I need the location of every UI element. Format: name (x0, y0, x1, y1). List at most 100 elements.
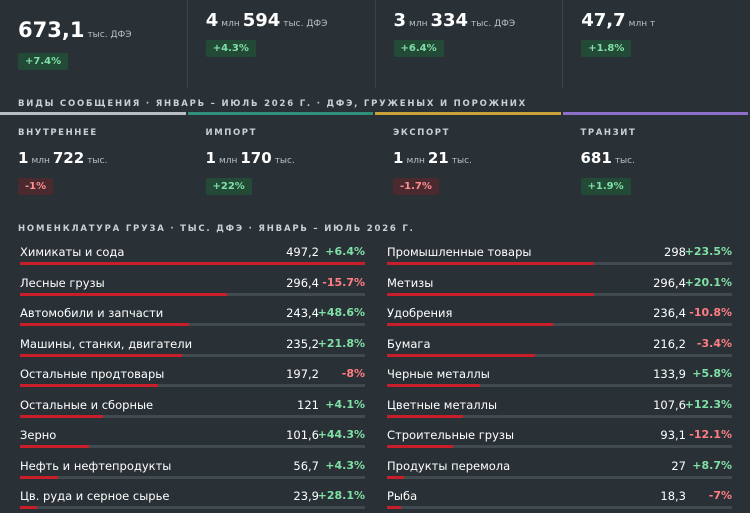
cargo-bar-fill (387, 476, 404, 479)
mode-accent-bar (375, 112, 561, 115)
cargo-change: +21.8% (318, 337, 365, 350)
cargo-bar-track (20, 293, 365, 296)
cargo-bar-track (20, 323, 365, 326)
cargo-name: Продукты перемола (387, 459, 510, 473)
kpi-number: 4 (206, 10, 219, 31)
cargo-bar-fill (20, 445, 89, 448)
cargo-name: Цв. руда и серное сырье (20, 489, 169, 503)
cargo-value: 93,1 (660, 428, 686, 442)
cargo-change: +23.5% (685, 245, 732, 258)
kpi-number-secondary: 594 (243, 10, 281, 31)
cargo-bar-track (20, 262, 365, 265)
cargo-bar-fill (387, 415, 463, 418)
cargo-change: -8% (342, 367, 365, 380)
cargo-bar-track (20, 506, 365, 509)
mode-number-secondary: 170 (240, 149, 271, 167)
cargo-bar-track (387, 323, 732, 326)
cargo-value: 497,2 (286, 245, 319, 259)
mode-unit: млн (406, 156, 424, 166)
mode-unit-secondary: тыс. (87, 156, 107, 166)
cargo-row: Нефть и нефтепродукты 56,7 +4.3% (20, 452, 365, 483)
cargo-bar-track (20, 384, 365, 387)
mode-number: 1 (393, 149, 403, 167)
mode-number-secondary: 21 (428, 149, 449, 167)
cargo-bar-track (20, 445, 365, 448)
cargo-change: +8.7% (692, 459, 732, 472)
cargo-name: Машины, станки, двигатели (20, 337, 192, 351)
mode-change-badge: -1.7% (393, 178, 439, 195)
kpi-unit: млн (221, 19, 239, 29)
kpi-change-badge: +4.3% (206, 40, 256, 57)
cargo-name: Лесные грузы (20, 276, 105, 290)
cargo-name: Бумага (387, 337, 431, 351)
cargo-value: 298 (664, 245, 686, 259)
cargo-change: +4.3% (325, 459, 365, 472)
cargo-value: 235,2 (286, 337, 319, 351)
cargo-value: 216,2 (653, 337, 686, 351)
cargo-name: Цветные металлы (387, 398, 497, 412)
cargo-value: 296,4 (653, 276, 686, 290)
cargo-change: +4.1% (325, 398, 365, 411)
cargo-bar-track (387, 476, 732, 479)
cargo-name: Метизы (387, 276, 433, 290)
cargo-change: -15.7% (322, 276, 365, 289)
mode-accent-bar (188, 112, 374, 115)
cargo-bar-track (387, 506, 732, 509)
cargo-bar-fill (387, 506, 401, 509)
cargo-name: Рыба (387, 489, 417, 503)
mode-change-badge: +22% (206, 178, 252, 195)
cargo-bar-fill (20, 262, 365, 265)
cargo-bar-track (20, 415, 365, 418)
mode-unit: млн (219, 156, 237, 166)
mode-number: 1 (206, 149, 216, 167)
cargo-value: 236,4 (653, 306, 686, 320)
mode-unit: млн (31, 156, 49, 166)
cargo-bar-fill (20, 476, 58, 479)
cargo-value: 296,4 (286, 276, 319, 290)
cargo-value: 23,9 (293, 489, 319, 503)
kpi-change-badge: +1.8% (581, 40, 631, 57)
mode-label: ЭКСПОРТ (393, 128, 450, 138)
kpi-number: 3 (394, 10, 407, 31)
cargo-row: Машины, станки, двигатели 235,2+21.8% (20, 330, 365, 361)
mode-label: ВНУТРЕННЕЕ (18, 128, 98, 138)
cargo-value: 121 (297, 398, 319, 412)
cargo-change: +28.1% (318, 489, 365, 502)
modes-section-title: ВИДЫ СООБЩЕНИЯ · ЯНВАРЬ – ИЮЛЬ 2026 Г. ·… (18, 99, 527, 109)
kpi-unit: тыс. ДФЭ (87, 30, 131, 40)
cargo-value: 56,7 (293, 459, 319, 473)
kpi-unit-secondary: тыс. ДФЭ (471, 19, 515, 29)
cargo-change: +20.1% (685, 276, 732, 289)
cargo-change: -7% (709, 489, 732, 502)
cargo-bar-track (20, 354, 365, 357)
cargo-change: +6.4% (325, 245, 365, 258)
kpi-change-badge: +6.4% (394, 40, 444, 57)
cargo-name: Нефть и нефтепродукты (20, 459, 171, 473)
mode-unit: тыс. (615, 156, 635, 166)
mode-accent-bar (0, 112, 186, 115)
kpi-number: 47,7 (581, 10, 625, 31)
cargo-bar-fill (20, 323, 189, 326)
cargo-bar-fill (387, 354, 535, 357)
cargo-bar-fill (387, 323, 553, 326)
mode-accent-bar (563, 112, 749, 115)
cargo-name: Автомобили и запчасти (20, 306, 163, 320)
